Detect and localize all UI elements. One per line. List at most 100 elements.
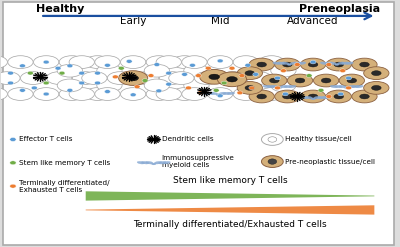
Ellipse shape [245, 71, 255, 76]
Circle shape [152, 138, 156, 141]
Circle shape [217, 94, 223, 98]
Ellipse shape [334, 94, 344, 99]
Text: Early: Early [120, 17, 146, 26]
Ellipse shape [280, 85, 288, 88]
Ellipse shape [271, 85, 279, 88]
Ellipse shape [270, 78, 279, 83]
Circle shape [43, 81, 49, 85]
Circle shape [27, 71, 33, 75]
Circle shape [38, 75, 43, 78]
Circle shape [182, 73, 188, 76]
Ellipse shape [209, 74, 220, 80]
Circle shape [338, 92, 344, 96]
Ellipse shape [318, 96, 326, 99]
Ellipse shape [156, 56, 181, 68]
FancyBboxPatch shape [3, 2, 394, 245]
Ellipse shape [322, 96, 330, 99]
Circle shape [10, 161, 16, 165]
Ellipse shape [8, 56, 33, 68]
Ellipse shape [119, 71, 148, 85]
Ellipse shape [308, 94, 318, 99]
Ellipse shape [294, 62, 302, 64]
Ellipse shape [184, 79, 209, 92]
Ellipse shape [314, 96, 321, 99]
Ellipse shape [326, 58, 352, 71]
Ellipse shape [34, 88, 59, 101]
Ellipse shape [262, 156, 283, 167]
Ellipse shape [305, 96, 313, 99]
Circle shape [249, 86, 255, 90]
Ellipse shape [208, 56, 233, 68]
Ellipse shape [223, 92, 230, 95]
Ellipse shape [184, 64, 209, 77]
Ellipse shape [360, 62, 369, 67]
Ellipse shape [120, 56, 146, 68]
Ellipse shape [156, 88, 181, 101]
Ellipse shape [128, 75, 138, 81]
Ellipse shape [271, 64, 296, 77]
Ellipse shape [321, 78, 331, 83]
Circle shape [20, 88, 26, 92]
Ellipse shape [352, 90, 377, 103]
Text: Stem like memory T cells: Stem like memory T cells [173, 176, 287, 185]
Ellipse shape [200, 69, 229, 84]
Circle shape [237, 91, 243, 95]
Ellipse shape [233, 88, 258, 101]
Ellipse shape [298, 62, 306, 64]
Ellipse shape [287, 74, 313, 87]
Ellipse shape [169, 72, 194, 84]
Ellipse shape [134, 72, 159, 84]
Text: Terminally differentiated/Exhausted T cells: Terminally differentiated/Exhausted T ce… [133, 220, 327, 228]
Text: Mid: Mid [211, 17, 229, 26]
Ellipse shape [282, 94, 292, 99]
Ellipse shape [338, 85, 346, 88]
Ellipse shape [97, 79, 122, 92]
Ellipse shape [314, 74, 339, 87]
Circle shape [148, 74, 154, 78]
Circle shape [43, 92, 49, 96]
Circle shape [126, 60, 132, 63]
Ellipse shape [281, 62, 289, 64]
Ellipse shape [342, 62, 349, 64]
Circle shape [104, 63, 110, 67]
Ellipse shape [182, 88, 207, 101]
Ellipse shape [290, 62, 298, 64]
Ellipse shape [287, 64, 292, 65]
Ellipse shape [339, 74, 364, 87]
Polygon shape [86, 205, 374, 215]
Ellipse shape [337, 62, 345, 64]
Circle shape [190, 63, 196, 67]
Ellipse shape [208, 88, 233, 101]
Ellipse shape [82, 72, 107, 84]
Ellipse shape [233, 56, 258, 68]
Ellipse shape [158, 161, 166, 164]
Text: Stem like memory T cells: Stem like memory T cells [19, 160, 110, 166]
Circle shape [196, 74, 201, 78]
Ellipse shape [347, 85, 355, 88]
Ellipse shape [372, 71, 381, 76]
Ellipse shape [227, 77, 237, 82]
Circle shape [340, 69, 346, 73]
Ellipse shape [95, 88, 120, 101]
Ellipse shape [295, 78, 305, 83]
Ellipse shape [144, 64, 170, 77]
Circle shape [346, 86, 352, 90]
Ellipse shape [210, 92, 218, 95]
Circle shape [156, 89, 162, 93]
Circle shape [205, 66, 211, 70]
Ellipse shape [146, 56, 172, 68]
Circle shape [166, 71, 172, 75]
Ellipse shape [152, 163, 156, 165]
Ellipse shape [206, 92, 214, 95]
Circle shape [154, 63, 160, 66]
Text: Preneoplasia: Preneoplasia [299, 4, 380, 14]
Circle shape [31, 86, 37, 90]
Circle shape [43, 60, 49, 64]
Ellipse shape [346, 62, 354, 64]
Ellipse shape [329, 62, 336, 64]
Circle shape [142, 79, 148, 82]
Circle shape [127, 75, 132, 78]
Ellipse shape [59, 88, 84, 101]
Ellipse shape [46, 72, 72, 84]
Ellipse shape [296, 96, 304, 99]
